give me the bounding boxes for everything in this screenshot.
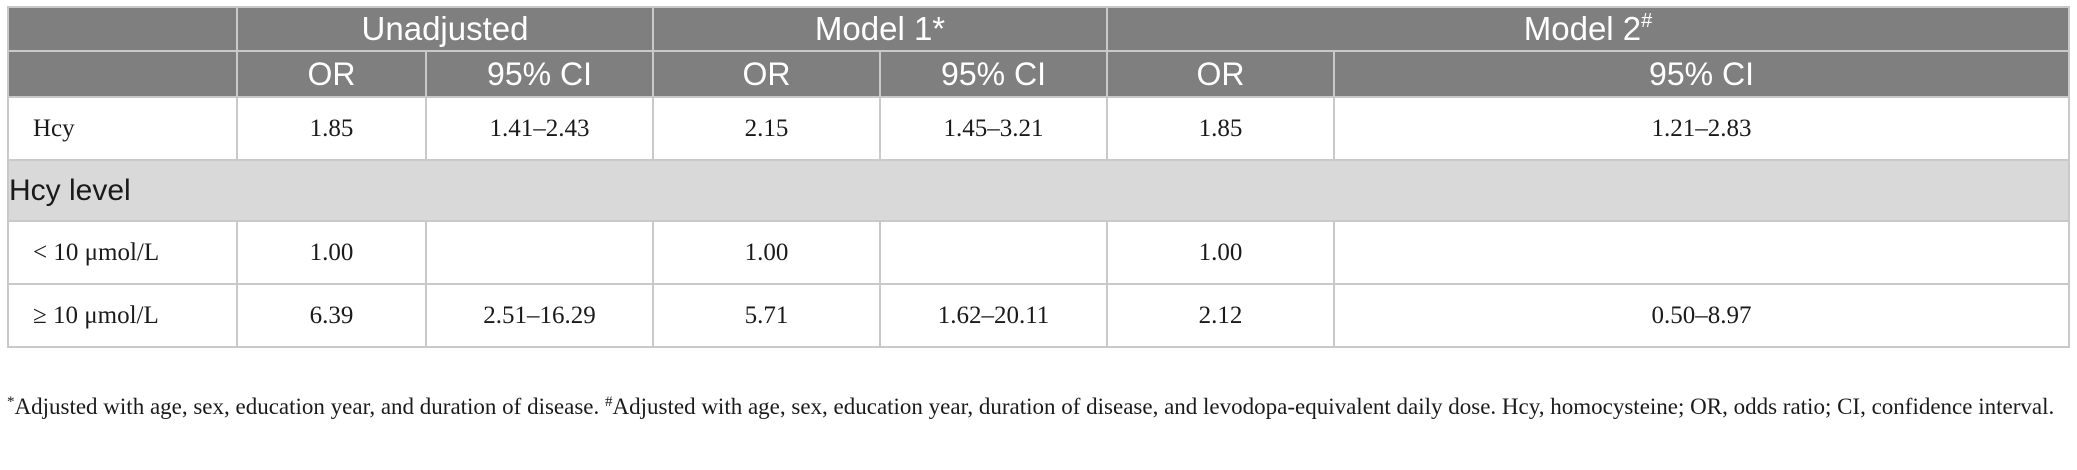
header-group-model-1: Model 1*	[652, 6, 1109, 52]
header-group-unadjusted: Unadjusted	[235, 6, 655, 52]
subheader-or: OR	[652, 50, 882, 98]
table-footnote: *Adjusted with age, sex, education year,…	[7, 384, 2069, 425]
table-row: Hcy 1.85 1.41–2.43 2.15 1.45–3.21 1.85 1…	[7, 96, 2071, 161]
table-row: ≥ 10 μmol/L 6.39 2.51–16.29 5.71 1.62–20…	[7, 283, 2071, 348]
table-cell	[424, 220, 655, 285]
header-row-groups: Unadjusted Model 1* Model 2#	[7, 6, 2071, 52]
footnote-text: Adjusted with age, sex, education year, …	[14, 394, 606, 419]
table-cell: 0.50–8.97	[1333, 283, 2071, 348]
table-cell	[1333, 220, 2071, 285]
header-group-model-2: Model 2#	[1106, 6, 2071, 52]
subheader-ci: 95% CI	[1333, 50, 2071, 98]
section-row: Hcy level	[6, 159, 2071, 222]
header-corner-cell	[7, 6, 238, 52]
results-table-container: Unadjusted Model 1* Model 2# OR 95% CI O…	[6, 6, 2071, 348]
row-label: < 10 μmol/L	[7, 220, 238, 285]
table-cell: 6.39	[236, 283, 427, 348]
group-label: Unadjusted	[361, 10, 529, 47]
table-cell: 1.41–2.43	[424, 96, 655, 161]
table-cell: 1.45–3.21	[879, 96, 1109, 161]
table-cell: 5.71	[652, 283, 882, 348]
section-label: Hcy level	[6, 159, 2071, 222]
subheader-or: OR	[1106, 50, 1336, 98]
header-row-subcolumns: OR 95% CI OR 95% CI OR 95% CI	[7, 50, 2071, 98]
row-label: Hcy	[7, 96, 238, 161]
footnote-text: Adjusted with age, sex, education year, …	[612, 394, 2055, 419]
table-cell: 1.85	[1106, 96, 1336, 161]
header-corner-cell	[7, 50, 238, 98]
table-cell: 2.51–16.29	[424, 283, 655, 348]
table-cell: 1.00	[236, 220, 427, 285]
table-row: < 10 μmol/L 1.00 1.00 1.00	[7, 220, 2071, 285]
table-cell: 1.85	[236, 96, 427, 161]
table-cell: 2.15	[652, 96, 882, 161]
odds-ratio-table: Unadjusted Model 1* Model 2# OR 95% CI O…	[6, 6, 2071, 348]
subheader-ci: 95% CI	[424, 50, 655, 98]
group-mark: #	[1641, 10, 1653, 32]
footnote-mark: *	[7, 394, 15, 410]
table-cell	[879, 220, 1109, 285]
subheader-ci: 95% CI	[879, 50, 1109, 98]
footnote-mark: #	[605, 394, 613, 410]
table-cell: 1.62–20.11	[879, 283, 1109, 348]
subheader-or: OR	[236, 50, 427, 98]
row-label: ≥ 10 μmol/L	[7, 283, 238, 348]
table-cell: 2.12	[1106, 283, 1336, 348]
group-label: Model 2	[1523, 10, 1642, 47]
group-label: Model 1*	[814, 10, 946, 47]
table-cell: 1.00	[652, 220, 882, 285]
table-cell: 1.00	[1106, 220, 1336, 285]
table-cell: 1.21–2.83	[1333, 96, 2071, 161]
